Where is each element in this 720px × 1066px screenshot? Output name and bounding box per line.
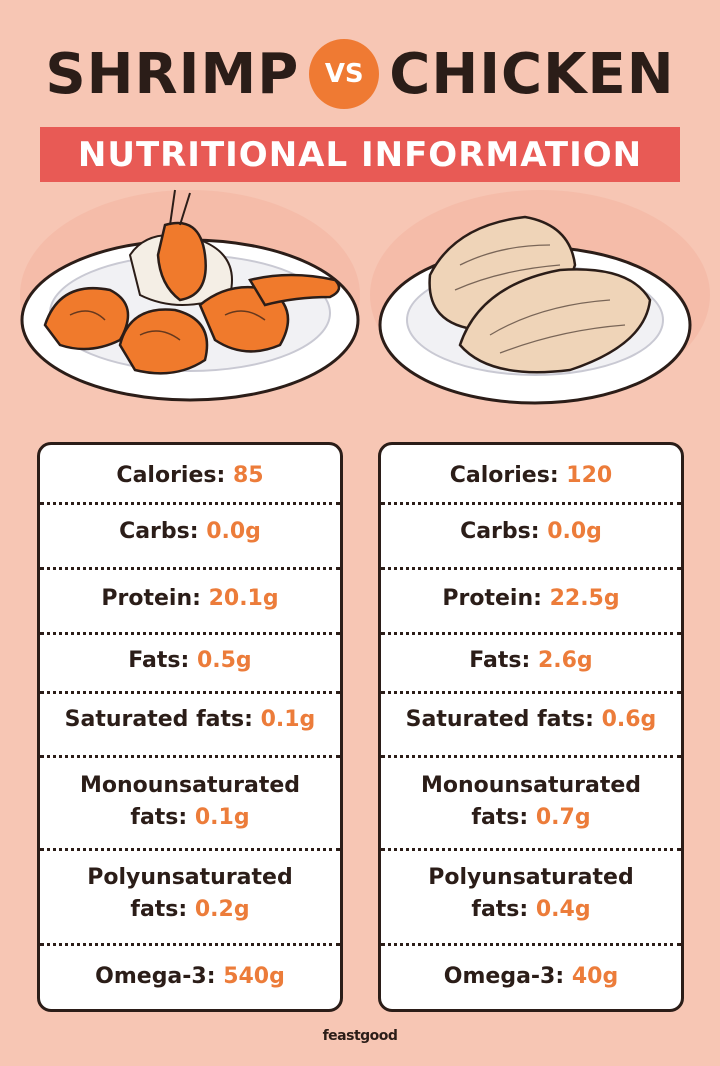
row-label: Protein: xyxy=(442,586,550,611)
row-label: Calories: xyxy=(116,463,233,488)
row-label: Calories: xyxy=(449,463,567,488)
nutrition-banner: NUTRITIONAL INFORMATION xyxy=(40,127,680,182)
chicken-protein-row: Protein: 22.5g xyxy=(381,578,681,620)
row-divider xyxy=(381,632,681,635)
row-label: Carbs: xyxy=(460,519,548,544)
row-value: 0.1g xyxy=(260,707,316,732)
row-divider xyxy=(40,567,340,570)
chicken-fats-row: Fats: 2.6g xyxy=(381,640,681,682)
row-divider xyxy=(40,943,340,946)
row-value: 20.1g xyxy=(208,586,279,611)
shrimp-polyunsaturated-row: Polyunsaturated fats: 0.2g xyxy=(40,857,340,931)
row-value: 0.7g xyxy=(535,805,591,830)
row-divider xyxy=(40,632,340,635)
row-label: Monounsaturated xyxy=(420,773,642,798)
row-divider xyxy=(381,502,681,505)
chicken-carbs-row: Carbs: 0.0g xyxy=(381,511,681,553)
row-label: Polyunsaturated xyxy=(87,865,293,890)
row-label: Protein: xyxy=(101,586,209,611)
row-divider xyxy=(40,502,340,505)
row-label: Saturated fats: xyxy=(64,707,261,732)
row-label: Fats: xyxy=(469,648,538,673)
row-label: fats: xyxy=(471,805,536,830)
shrimp-calories-row: Calories: 85 xyxy=(40,455,340,497)
row-label: fats: xyxy=(471,897,536,922)
chicken-omega3-row: Omega-3: 40g xyxy=(381,953,681,1001)
row-label: Carbs: xyxy=(119,519,207,544)
row-value: 0.0g xyxy=(547,519,602,544)
row-divider xyxy=(40,691,340,694)
row-value: 40g xyxy=(571,964,619,989)
brand-logo: feastgood xyxy=(322,1028,398,1044)
row-value: 0.0g xyxy=(206,519,261,544)
row-label: fats: xyxy=(130,805,195,830)
shrimp-fats-row: Fats: 0.5g xyxy=(40,640,340,682)
row-value: 0.1g xyxy=(194,805,250,830)
shrimp-carbs-row: Carbs: 0.0g xyxy=(40,511,340,553)
chicken-polyunsaturated-row: Polyunsaturated fats: 0.4g xyxy=(381,857,681,931)
vs-badge: VS xyxy=(309,39,380,109)
row-value: 85 xyxy=(232,463,264,488)
shrimp-protein-row: Protein: 20.1g xyxy=(40,578,340,620)
row-value: 0.5g xyxy=(196,648,252,673)
row-label: Omega-3: xyxy=(95,964,224,989)
shrimp-plate-illustration xyxy=(20,189,360,402)
shrimp-monounsaturated-row: Monounsaturated fats: 0.1g xyxy=(40,765,340,839)
chicken-plate-illustration xyxy=(370,190,710,405)
row-label: fats: xyxy=(130,897,195,922)
row-divider xyxy=(381,848,681,851)
row-divider xyxy=(381,943,681,946)
row-divider xyxy=(381,567,681,570)
row-value: 120 xyxy=(566,463,613,488)
row-divider xyxy=(381,755,681,758)
row-label: Fats: xyxy=(128,648,197,673)
row-value: 0.4g xyxy=(535,897,591,922)
row-divider xyxy=(381,691,681,694)
chicken-calories-row: Calories: 120 xyxy=(381,455,681,497)
chicken-monounsaturated-row: Monounsaturated fats: 0.7g xyxy=(381,765,681,839)
row-divider xyxy=(40,755,340,758)
row-value: 540g xyxy=(223,964,285,989)
row-value: 0.2g xyxy=(194,897,250,922)
row-label: Polyunsaturated xyxy=(428,865,634,890)
chicken-saturated-fats-row: Saturated fats: 0.6g xyxy=(381,699,681,741)
title-row: SHRIMP VS CHICKEN xyxy=(0,32,720,116)
title-shrimp: SHRIMP xyxy=(45,41,300,107)
row-value: 2.6g xyxy=(537,648,593,673)
chicken-nutrition-card: Calories: 120 Carbs: 0.0g Protein: 22.5g… xyxy=(378,442,684,1012)
row-value: 22.5g xyxy=(549,586,620,611)
row-divider xyxy=(40,848,340,851)
row-label: Saturated fats: xyxy=(405,707,602,732)
title-chicken: CHICKEN xyxy=(389,41,675,107)
row-label: Omega-3: xyxy=(443,964,572,989)
row-value: 0.6g xyxy=(601,707,657,732)
shrimp-nutrition-card: Calories: 85 Carbs: 0.0g Protein: 20.1g … xyxy=(37,442,343,1012)
shrimp-omega3-row: Omega-3: 540g xyxy=(40,953,340,1001)
row-label: Monounsaturated xyxy=(79,773,301,798)
shrimp-saturated-fats-row: Saturated fats: 0.1g xyxy=(40,699,340,741)
